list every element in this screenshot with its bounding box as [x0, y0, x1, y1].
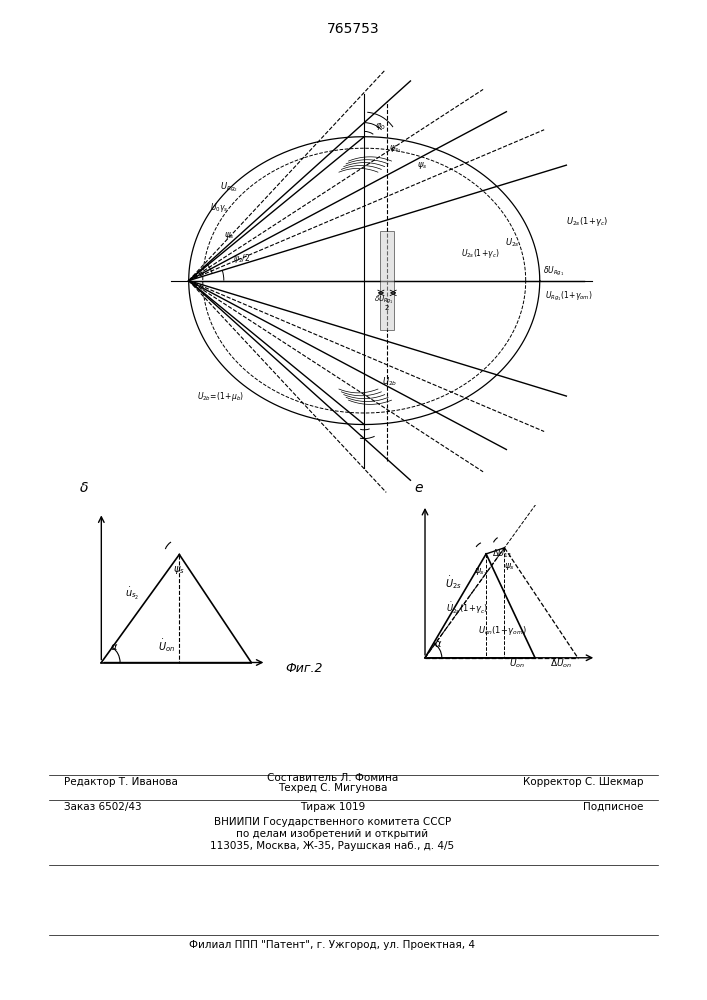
- Text: Подписное: Подписное: [583, 802, 643, 812]
- Text: $\psi_{s_1}$: $\psi_{s_1}$: [474, 567, 488, 578]
- Text: $\psi_s$: $\psi_s$: [505, 561, 515, 572]
- Text: $\dot{U}_{2s}(1\!+\!\gamma_c)$: $\dot{U}_{2s}(1\!+\!\gamma_c)$: [446, 600, 489, 616]
- Text: $\dot{U}_{on}$: $\dot{U}_{on}$: [158, 637, 175, 654]
- Text: $U_{2s}(1\!+\!\gamma_c)$: $U_{2s}(1\!+\!\gamma_c)$: [566, 215, 608, 228]
- Bar: [380, 231, 394, 330]
- Text: $\mathit{e}$: $\mathit{e}$: [414, 481, 423, 495]
- Text: Заказ 6502/43: Заказ 6502/43: [64, 802, 141, 812]
- Text: Составитель Л. Фомина: Составитель Л. Фомина: [267, 773, 398, 783]
- Text: $\Delta U_{on}$: $\Delta U_{on}$: [550, 658, 573, 670]
- Text: $\dot{u}_{s_2}$: $\dot{u}_{s_2}$: [125, 585, 140, 602]
- Text: $\delta U_{Rg_1}$: $\delta U_{Rg_1}$: [543, 265, 565, 278]
- Text: $U_{Rg_1}(1\!+\!\gamma_{om})$: $U_{Rg_1}(1\!+\!\gamma_{om})$: [545, 290, 592, 303]
- Text: $\psi_2$/$2$: $\psi_2$/$2$: [233, 252, 250, 265]
- Text: $\varphi_0$: $\varphi_0$: [375, 121, 385, 132]
- Text: $\Delta U_{11}$: $\Delta U_{11}$: [492, 548, 513, 560]
- Text: Техред С. Мигунова: Техред С. Мигунова: [278, 783, 387, 793]
- Text: $U_{2s}$: $U_{2s}$: [505, 237, 520, 249]
- Text: Тираж 1019: Тираж 1019: [300, 802, 365, 812]
- Text: $U_{2b}\!=\!(1\!+\!\mu_b)$: $U_{2b}\!=\!(1\!+\!\mu_b)$: [197, 390, 245, 403]
- Text: $\psi_s$: $\psi_s$: [417, 160, 427, 171]
- Text: Филиал ППП "Патент", г. Ужгород, ул. Проектная, 4: Филиал ППП "Патент", г. Ужгород, ул. Про…: [189, 940, 475, 950]
- Text: $\psi_s$: $\psi_s$: [173, 564, 185, 576]
- Text: $\delta U_{Rg_1}$: $\delta U_{Rg_1}$: [373, 295, 393, 306]
- Text: $U_{on}$: $U_{on}$: [509, 658, 525, 670]
- Text: $U_{2b}$: $U_{2b}$: [382, 375, 397, 388]
- Text: $U_0\gamma_s$: $U_0\gamma_s$: [210, 201, 228, 214]
- Text: 113035, Москва, Ж-35, Раушская наб., д. 4/5: 113035, Москва, Ж-35, Раушская наб., д. …: [210, 841, 455, 851]
- Text: $\alpha$: $\alpha$: [110, 643, 119, 652]
- Text: $\delta$: $\delta$: [79, 481, 89, 495]
- Text: $\alpha$: $\alpha$: [434, 639, 443, 649]
- Text: $2$: $2$: [384, 303, 390, 312]
- Text: Редактор Т. Иванова: Редактор Т. Иванова: [64, 777, 177, 787]
- Text: $U_{Rg_2}$: $U_{Rg_2}$: [221, 181, 238, 194]
- Text: 765753: 765753: [327, 22, 380, 36]
- Text: $\dot{U}_{2s}$: $\dot{U}_{2s}$: [445, 574, 462, 591]
- Text: $U_{2s}(1\!+\!\gamma_c)$: $U_{2s}(1\!+\!\gamma_c)$: [461, 247, 500, 260]
- Text: Фиг.2: Фиг.2: [285, 662, 323, 675]
- Text: $U_{on}(1\!+\!\gamma_{om})$: $U_{on}(1\!+\!\gamma_{om})$: [479, 624, 527, 637]
- Text: $\psi_s$: $\psi_s$: [224, 230, 234, 241]
- Text: $\psi_{s_1}$: $\psi_{s_1}$: [389, 144, 402, 155]
- Text: по делам изобретений и открытий: по делам изобретений и открытий: [236, 829, 428, 839]
- Text: ВНИИПИ Государственного комитета СССР: ВНИИПИ Государственного комитета СССР: [214, 817, 451, 827]
- Text: Корректор С. Шекмар: Корректор С. Шекмар: [523, 777, 643, 787]
